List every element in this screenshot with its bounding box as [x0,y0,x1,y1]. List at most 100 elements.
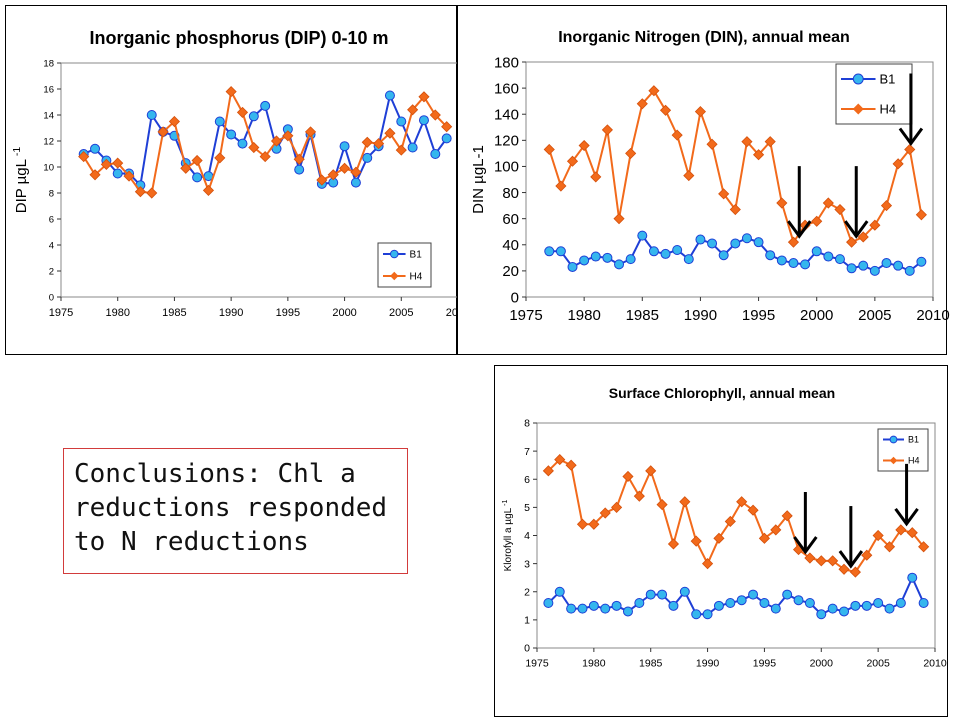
point-H4 [566,155,579,167]
point-H4 [895,524,907,536]
point-B1 [544,246,555,257]
y-axis-label: DIN µgL-1 [470,145,487,214]
point-H4 [892,158,904,170]
point-B1 [611,600,622,611]
point-H4 [633,490,645,502]
point-H4 [736,496,748,508]
point-H4 [112,157,124,169]
point-H4 [822,197,834,209]
point-B1 [816,609,827,620]
point-H4 [225,86,237,98]
point-B1 [736,595,747,606]
point-H4 [373,138,385,150]
point-B1 [555,246,566,257]
dip-chart: Inorganic phosphorus (DIP) 0-10 m 0 2 4 6 8 10… [11,28,470,319]
y-tick-label: 180 [494,54,519,71]
point-B1 [765,250,776,261]
point-B1 [869,265,880,276]
point-H4 [565,459,577,471]
point-H4 [849,566,861,578]
point-B1 [237,138,248,149]
point-B1 [702,609,713,620]
legend-marker-B1 [389,249,399,259]
point-H4 [395,144,407,156]
point-B1 [846,263,857,274]
y-tick-label: 5 [524,502,530,514]
x-tick-label: 1985 [162,307,186,319]
y-tick-label: 60 [502,211,519,228]
point-H4 [636,98,648,110]
conclusions-box: Conclusions: Chl a reductions responded … [63,448,408,574]
point-B1 [648,246,659,257]
legend-label-H4: H4 [410,272,423,283]
y-axis-label: DIP µgL -1 [11,147,30,214]
chart-title: Inorganic phosphorus (DIP) 0-10 m [89,28,388,48]
point-B1 [614,259,625,270]
point-B1 [916,256,927,267]
point-H4 [146,187,158,199]
plot-frame [525,61,934,298]
legend-marker-H4 [852,103,864,115]
y-tick-label: 2 [49,266,54,277]
point-H4 [834,203,846,216]
chl-chart-panel: Surface Chlorophyll, annual mean 0 1 2 3 4 5 6 7… [494,365,948,717]
point-H4 [441,121,453,133]
point-H4 [542,465,554,477]
legend-label-B1: B1 [908,435,919,445]
point-H4 [327,169,339,181]
y-tick-label: 0 [511,289,519,306]
legend-box [835,63,913,125]
point-B1 [567,261,578,272]
point-B1 [873,598,884,608]
y-tick-label: 2 [524,586,530,598]
point-B1 [683,254,694,265]
x-tick-label: 2010 [923,658,947,670]
point-B1 [668,600,679,611]
legend-box [377,242,432,288]
point-B1 [600,603,611,614]
point-H4 [361,136,373,148]
point-B1 [695,234,706,245]
x-tick-label: 1975 [49,307,73,319]
point-H4 [679,496,691,508]
point-B1 [834,254,845,265]
point-H4 [554,453,566,466]
point-H4 [601,124,613,136]
y-tick-label: 18 [43,58,54,69]
y-tick-label: 8 [524,418,530,430]
x-tick-label: 1995 [742,307,775,324]
point-B1 [839,606,850,617]
y-tick-label: 20 [502,263,519,280]
x-tick-label: 1985 [626,307,659,324]
point-H4 [134,186,146,198]
point-B1 [918,598,929,608]
point-B1 [384,90,395,101]
point-H4 [827,555,839,567]
legend-label-H4: H4 [908,456,920,466]
x-tick-label: 1995 [276,307,300,319]
point-B1 [577,603,588,614]
point-B1 [566,603,577,614]
point-H4 [683,170,695,182]
point-B1 [850,600,861,611]
point-H4 [880,200,893,212]
x-tick-label: 2000 [810,658,834,670]
point-H4 [718,188,730,200]
point-B1 [823,251,834,262]
point-H4 [202,184,215,196]
y-tick-label: 0 [49,292,54,303]
point-B1 [622,606,633,617]
point-H4 [883,541,896,553]
point-B1 [418,115,429,126]
point-H4 [869,219,881,231]
x-tick-label: 1985 [639,658,663,670]
point-H4 [282,130,294,142]
point-H4 [906,527,918,539]
point-B1 [759,598,770,608]
annotation-arrow-head [793,536,818,555]
annotation-arrow-head [844,220,869,239]
point-B1 [793,595,804,606]
y-tick-label: 6 [524,474,530,486]
point-H4 [316,174,328,186]
point-B1 [226,129,237,140]
